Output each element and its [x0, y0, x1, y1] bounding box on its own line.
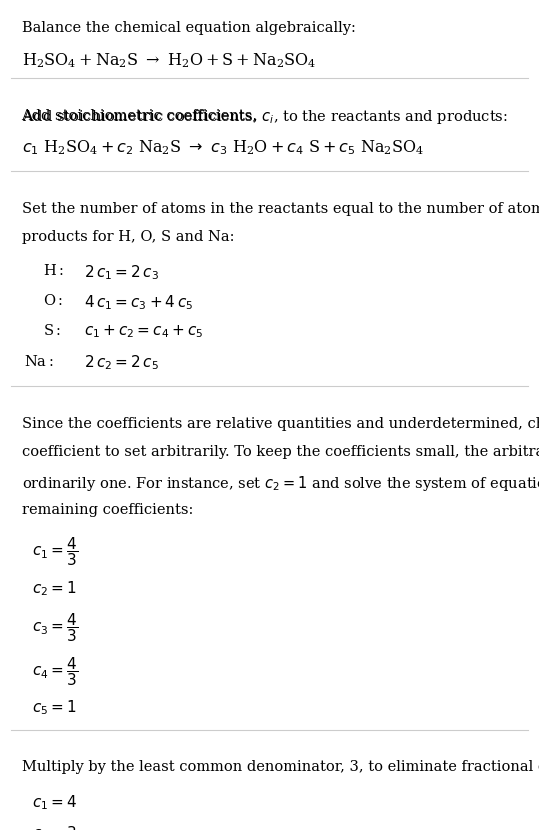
Text: $\mathregular{O}\mathregular{:}$: $\mathregular{O}\mathregular{:}$ — [43, 293, 64, 308]
Text: $c_3 = \dfrac{4}{3}$: $c_3 = \dfrac{4}{3}$ — [32, 611, 78, 644]
Text: $c_1\ \mathregular{H_2SO_4} + c_2\ \mathregular{Na_2S}\ \rightarrow\ c_3\ \mathr: $c_1\ \mathregular{H_2SO_4} + c_2\ \math… — [22, 139, 424, 157]
Text: $c_1 = \dfrac{4}{3}$: $c_1 = \dfrac{4}{3}$ — [32, 535, 78, 569]
Text: $2\,c_1 = 2\,c_3$: $2\,c_1 = 2\,c_3$ — [84, 263, 158, 282]
Text: coefficient to set arbitrarily. To keep the coefficients small, the arbitrary va: coefficient to set arbitrarily. To keep … — [22, 445, 539, 459]
Text: Since the coefficients are relative quantities and underdetermined, choose a: Since the coefficients are relative quan… — [22, 417, 539, 431]
Text: Set the number of atoms in the reactants equal to the number of atoms in the: Set the number of atoms in the reactants… — [22, 202, 539, 216]
Text: $\mathregular{S}\mathregular{:}$: $\mathregular{S}\mathregular{:}$ — [43, 324, 61, 339]
Text: Balance the chemical equation algebraically:: Balance the chemical equation algebraica… — [22, 21, 355, 35]
Text: $c_1 = 4$: $c_1 = 4$ — [32, 793, 78, 812]
Text: $c_2 = 3$: $c_2 = 3$ — [32, 825, 77, 830]
Text: Add stoichiometric coefficients, $c_i$, to the reactants and products:: Add stoichiometric coefficients, $c_i$, … — [22, 109, 507, 126]
Text: $c_1 + c_2 = c_4 + c_5$: $c_1 + c_2 = c_4 + c_5$ — [84, 324, 203, 340]
Text: $\mathregular{H_2SO_4 + Na_2S\ \rightarrow\ H_2O + S + Na_2SO_4}$: $\mathregular{H_2SO_4 + Na_2S\ \rightarr… — [22, 51, 316, 70]
Text: $4\,c_1 = c_3 + 4\,c_5$: $4\,c_1 = c_3 + 4\,c_5$ — [84, 293, 193, 312]
Text: ordinarily one. For instance, set $c_2 = 1$ and solve the system of equations fo: ordinarily one. For instance, set $c_2 =… — [22, 474, 539, 493]
Text: products for H, O, S and Na:: products for H, O, S and Na: — [22, 230, 234, 244]
Text: Add stoichiometric coefficients,: Add stoichiometric coefficients, — [22, 109, 262, 122]
Text: Multiply by the least common denominator, 3, to eliminate fractional coefficient: Multiply by the least common denominator… — [22, 760, 539, 774]
Text: $c_4 = \dfrac{4}{3}$: $c_4 = \dfrac{4}{3}$ — [32, 655, 78, 687]
Text: $\mathregular{Na}\mathregular{:}$: $\mathregular{Na}\mathregular{:}$ — [24, 354, 54, 369]
Text: $\mathregular{H}\mathregular{:}$: $\mathregular{H}\mathregular{:}$ — [43, 263, 64, 278]
Text: $c_5 = 1$: $c_5 = 1$ — [32, 699, 77, 717]
Text: remaining coefficients:: remaining coefficients: — [22, 503, 193, 517]
Text: $2\,c_2 = 2\,c_5$: $2\,c_2 = 2\,c_5$ — [84, 354, 158, 372]
Text: $c_2 = 1$: $c_2 = 1$ — [32, 579, 77, 598]
